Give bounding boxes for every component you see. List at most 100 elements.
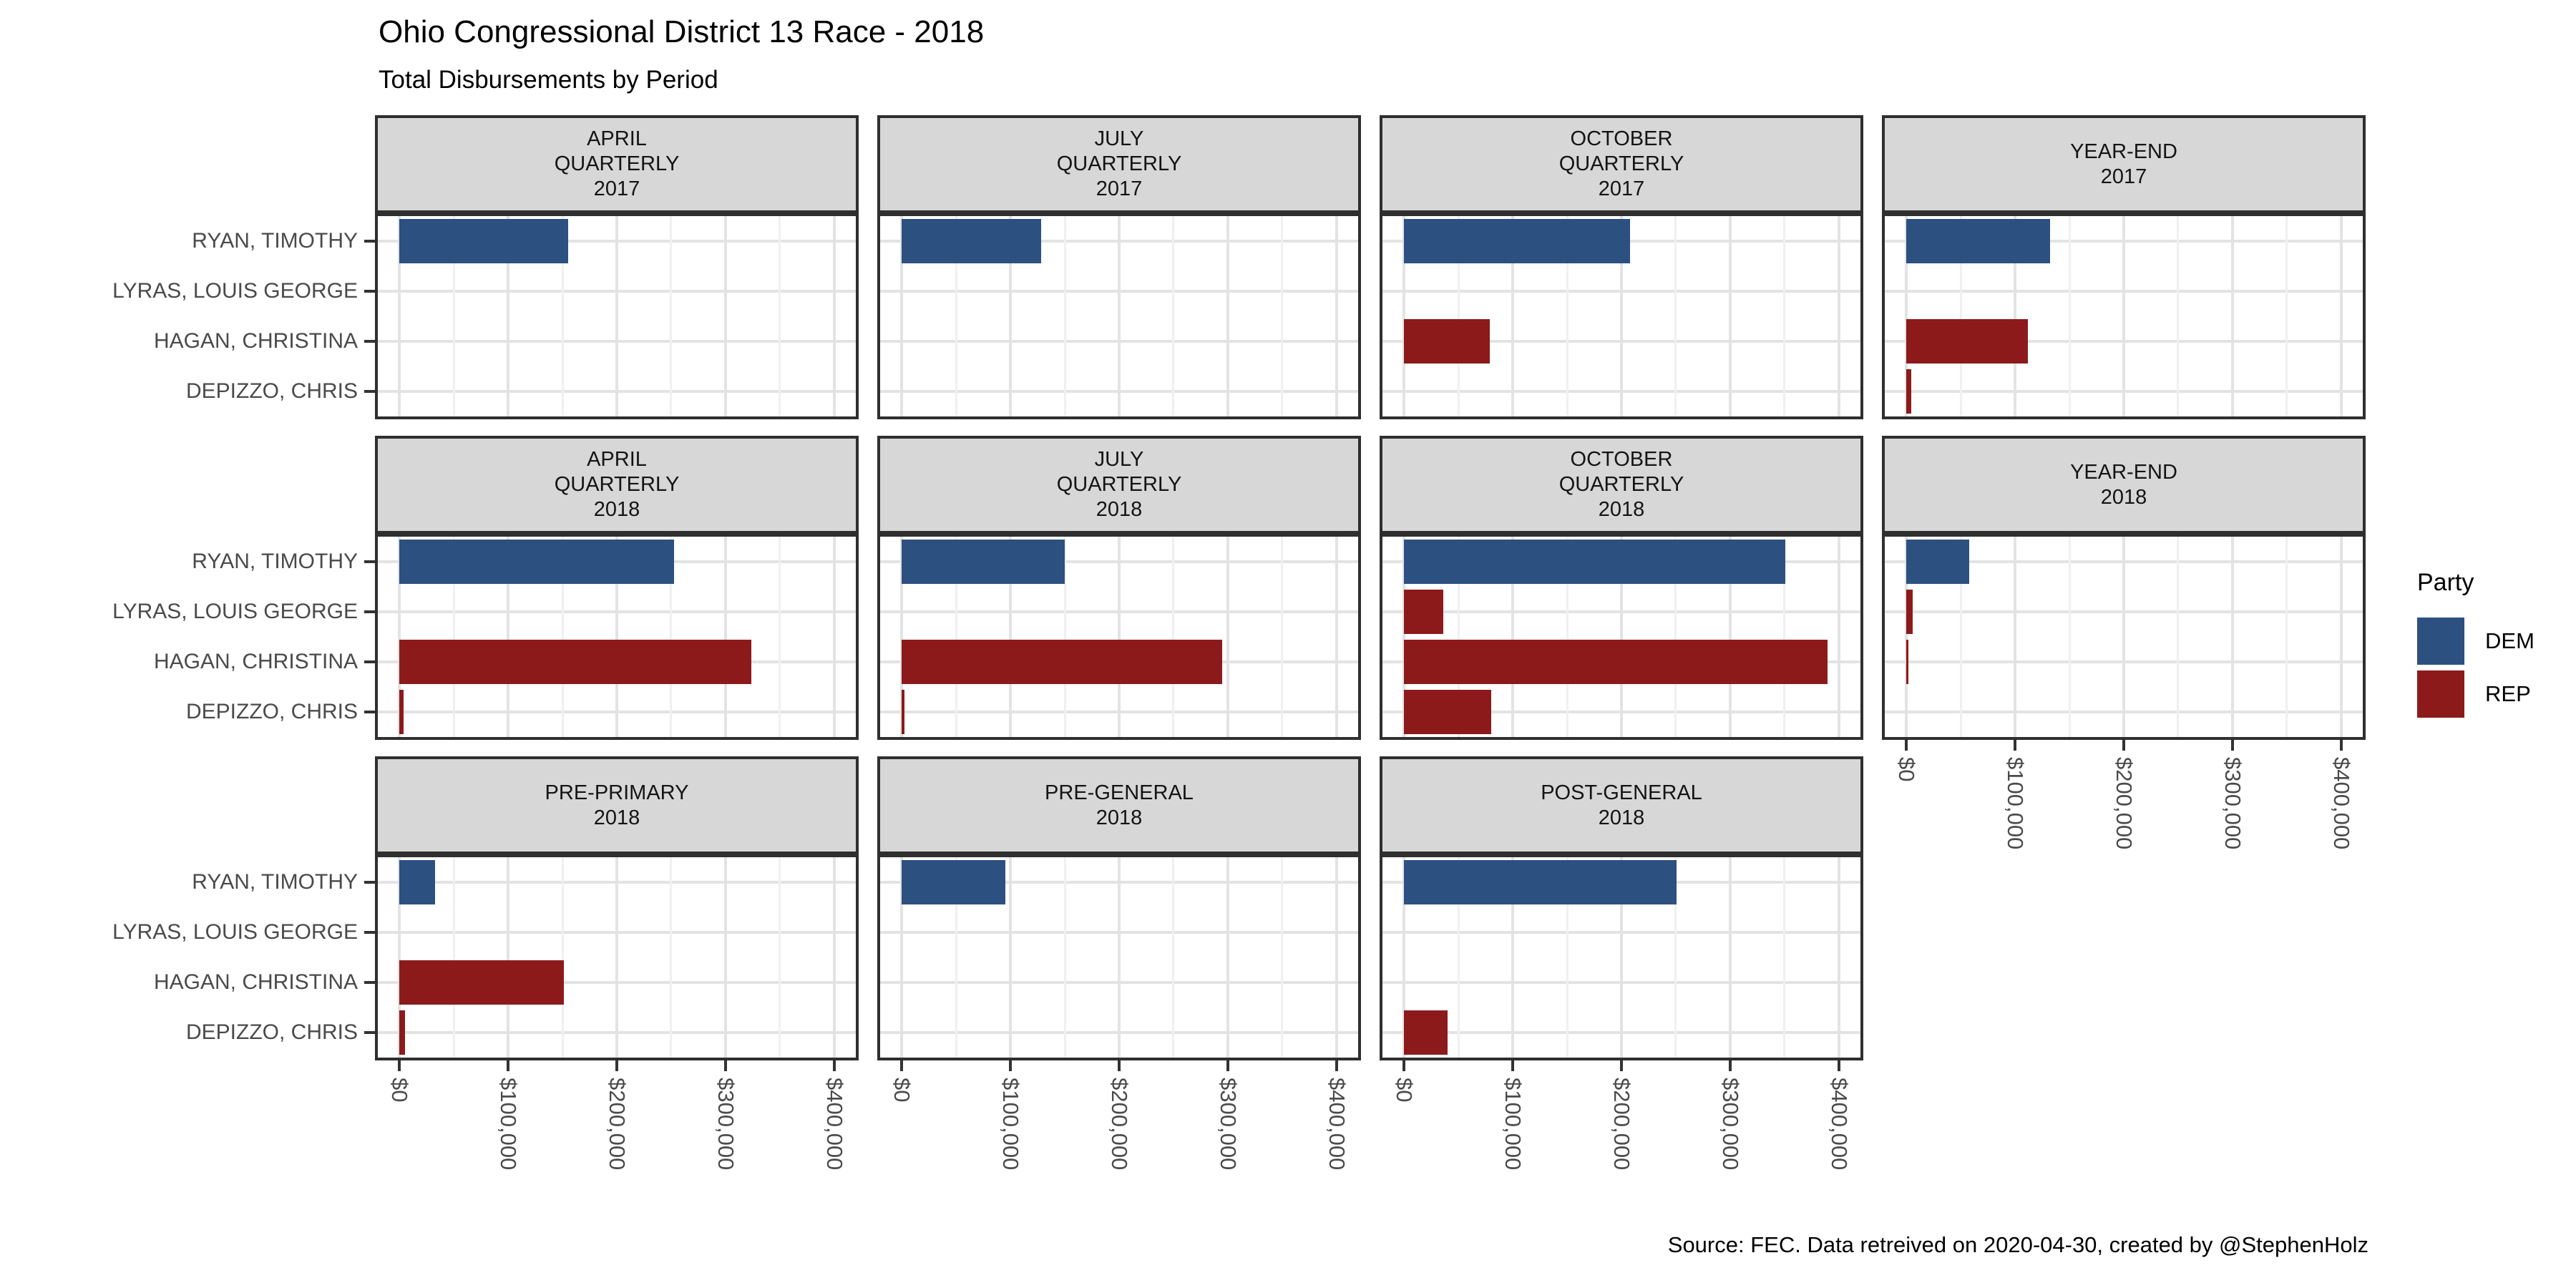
x-tick-label: $0 <box>1392 1078 1418 1103</box>
facet-strip-label-line: OCTOBER <box>1570 448 1673 471</box>
facet-strip-label-line: 2018 <box>1598 806 1645 829</box>
gridline-vertical-minor <box>1674 537 1677 737</box>
facet-strip-label-line: 2017 <box>593 177 640 200</box>
gridline-vertical-major <box>2339 216 2343 416</box>
gridline-vertical-minor <box>561 857 564 1058</box>
bar-rep <box>1404 690 1491 734</box>
gridline-vertical-major <box>1511 537 1515 737</box>
gridline-vertical-minor <box>1172 216 1175 416</box>
gridline-vertical-major <box>2122 216 2125 416</box>
y-tick-label: HAGAN, CHRISTINA <box>153 329 358 353</box>
bar-dem <box>902 860 1005 904</box>
y-tick-label: LYRAS, LOUIS GEORGE <box>112 279 358 303</box>
y-tick <box>364 340 375 343</box>
y-tick <box>364 560 375 563</box>
chart-subtitle: Total Disbursements by Period <box>379 66 718 94</box>
gridline-vertical-minor <box>779 537 781 737</box>
y-tick <box>364 390 375 393</box>
x-tick <box>1905 740 1908 751</box>
gridline-vertical-minor <box>1457 216 1460 416</box>
x-tick <box>1511 1060 1515 1071</box>
gridline-vertical-major <box>900 216 904 416</box>
gridline-vertical-major <box>1402 857 1406 1058</box>
y-tick-label: DEPIZZO, CHRIS <box>185 1020 358 1044</box>
facet-strip: APRIL QUARTERLY 2018 <box>375 436 859 534</box>
gridline-vertical-minor <box>2177 216 2180 416</box>
y-tick-label: LYRAS, LOUIS GEORGE <box>112 920 358 944</box>
x-tick <box>507 1060 510 1071</box>
facet-panel <box>1380 534 1863 740</box>
gridline-vertical-major <box>1620 857 1623 1058</box>
facet-strip-label-line: OCTOBER <box>1570 127 1673 150</box>
x-tick-label: $200,000 <box>1609 1078 1634 1171</box>
y-tick <box>364 881 375 884</box>
gridline-vertical-minor <box>1063 537 1066 737</box>
gridline-vertical-minor <box>779 857 781 1058</box>
legend: Party DEM REP <box>2417 569 2575 769</box>
legend-swatch-dem <box>2417 618 2464 665</box>
x-tick <box>2339 740 2343 751</box>
x-tick <box>2014 740 2017 751</box>
y-tick-label: DEPIZZO, CHRIS <box>185 379 358 403</box>
gridline-vertical-major <box>1009 857 1013 1058</box>
bar-rep <box>399 690 404 734</box>
facet-strip-label-line: 2018 <box>593 498 640 521</box>
gridline-vertical-major <box>615 537 618 737</box>
gridline-vertical-minor <box>1674 857 1677 1058</box>
gridline-vertical-major <box>1728 216 1732 416</box>
bar-rep <box>1906 590 1913 634</box>
gridline-vertical-minor <box>1457 537 1460 737</box>
facet-panel <box>877 213 1361 419</box>
gridline-vertical-minor <box>2285 216 2288 416</box>
gridline-vertical-minor <box>2177 537 2180 737</box>
gridline-vertical-minor <box>2068 537 2071 737</box>
facet-strip: JULY QUARTERLY 2017 <box>877 115 1361 213</box>
facet-strip-label-line: 2018 <box>1096 806 1143 829</box>
bar-rep <box>1404 319 1491 364</box>
facet-strip-label-line: JULY <box>1094 127 1144 150</box>
bar-rep <box>399 640 752 684</box>
gridline-vertical-major <box>723 216 727 416</box>
bar-dem <box>1404 860 1677 904</box>
gridline-vertical-major <box>615 857 618 1058</box>
y-tick <box>364 931 375 934</box>
x-tick <box>1118 1060 1121 1071</box>
gridline-vertical-major <box>1905 537 1908 737</box>
legend-swatch-rep <box>2417 670 2464 718</box>
facet-strip-label-line: 2018 <box>1096 498 1143 521</box>
bar-rep <box>902 640 1223 684</box>
x-tick-label: $300,000 <box>1717 1078 1743 1171</box>
gridline-vertical-major <box>1009 537 1013 737</box>
gridline-vertical-minor <box>1281 857 1284 1058</box>
gridline-vertical-major <box>1335 857 1338 1058</box>
gridline-vertical-minor <box>1783 537 1786 737</box>
gridline-vertical-minor <box>2285 537 2288 737</box>
x-tick <box>1402 1060 1406 1071</box>
gridline-vertical-minor <box>1783 216 1786 416</box>
gridline-vertical-minor <box>1063 216 1066 416</box>
gridline-vertical-major <box>1226 857 1229 1058</box>
gridline-vertical-minor <box>670 857 673 1058</box>
x-tick <box>1335 1060 1338 1071</box>
gridline-vertical-minor <box>779 216 781 416</box>
gridline-vertical-minor <box>955 537 957 737</box>
bar-rep <box>1404 1010 1448 1055</box>
x-tick <box>1226 1060 1229 1071</box>
gridline-vertical-minor <box>955 857 957 1058</box>
facet-panel <box>375 854 859 1060</box>
gridline-vertical-major <box>1728 857 1732 1058</box>
x-tick-label: $0 <box>889 1078 915 1103</box>
gridline-vertical-minor <box>561 537 564 737</box>
facet-strip: POST-GENERAL 2018 <box>1380 756 1863 854</box>
facet-strip: YEAR-END 2017 <box>1882 115 2366 213</box>
gridline-vertical-minor <box>1959 216 1962 416</box>
gridline-vertical-minor <box>1566 216 1568 416</box>
facet-strip-label-line: 2018 <box>1598 498 1645 521</box>
bar-dem <box>1906 219 2050 263</box>
gridline-vertical-major <box>723 857 727 1058</box>
facet-strip-label-line: 2017 <box>1096 177 1143 200</box>
facet-panel <box>1380 854 1863 1060</box>
x-tick-label: $100,000 <box>2003 757 2029 850</box>
x-tick-label: $0 <box>387 1078 413 1103</box>
